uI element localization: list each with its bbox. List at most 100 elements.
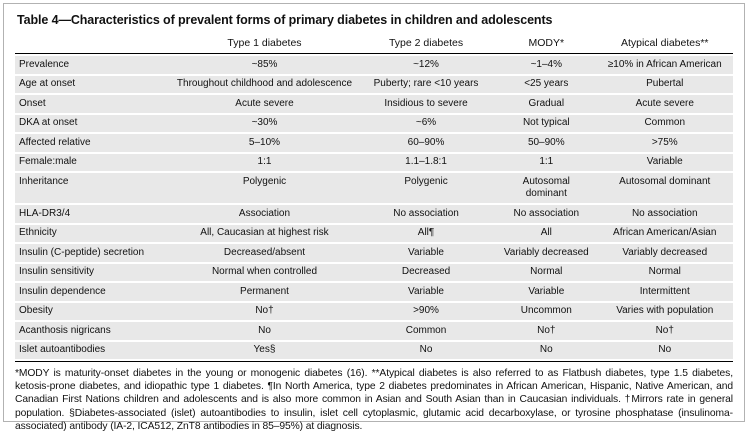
table-row: Onset Acute severe Insidious to severe Grad…	[15, 95, 733, 113]
header-rule	[15, 53, 733, 54]
table-cell: Common	[405, 324, 447, 336]
row-label: Insulin sensitivity	[19, 266, 95, 277]
table-cell: 1:1	[257, 156, 272, 167]
table-cell: No†	[537, 324, 556, 336]
table-cell: Normal	[530, 266, 563, 277]
table-cell: Not typical	[522, 117, 570, 128]
table-cell: Puberty; rare <10 years	[373, 78, 479, 89]
table-cell: Autosomal dominant	[619, 175, 711, 187]
table-cell: ~12%	[413, 58, 439, 70]
table-cell: No	[419, 344, 433, 355]
table-cell: Polygenic	[242, 175, 287, 187]
row-label: Affected relative	[19, 136, 91, 148]
table-cell: No	[258, 324, 271, 336]
header-cell: Type 2 diabetes	[388, 37, 464, 49]
table-cell: No association	[513, 207, 580, 219]
table-cell: ~1–4%	[530, 58, 562, 70]
row-label: Insulin dependence	[19, 285, 106, 297]
row-label: DKA at onset	[19, 117, 78, 128]
table-cell: 1.1–1.8:1	[405, 156, 447, 167]
table-cell: Pubertal	[646, 78, 684, 89]
table-footnote: *MODY is maturity-onset diabetes in the …	[15, 368, 733, 432]
row-label: Insulin (C-peptide) secretion	[19, 246, 145, 258]
table-row: Obesity No† >90% Uncommon Varies with popula…	[15, 302, 733, 320]
table-cell: Normal when controlled	[211, 266, 318, 277]
table-header-row: Type 1 diabetes Type 2 diabetes MODY* Atypi…	[15, 36, 733, 53]
table-cell: ~6%	[415, 117, 437, 128]
table-row: Insulin dependence Permanent Variable Varia…	[15, 283, 733, 301]
table-cell: All	[540, 227, 552, 238]
table-cell: Throughout childhood and adolescence	[176, 78, 353, 89]
header-cell-empty	[15, 36, 173, 41]
table-title: Table 4—Characteristics of prevalent for…	[17, 13, 553, 27]
row-label: Islet autoantibodies	[19, 344, 106, 355]
table-cell: 50–90%	[527, 136, 565, 148]
table-cell: 1:1	[539, 156, 554, 167]
header-cell: Type 1 diabetes	[227, 37, 302, 49]
table-cell: Variable	[408, 285, 444, 297]
table-row: Female:male 1:1 1.1–1.8:1 1:1 Variable	[15, 153, 733, 171]
table-figure: Table 4—Characteristics of prevalent for…	[3, 3, 745, 432]
row-label: Acanthosis nigricans	[19, 324, 111, 336]
header-cell: MODY*	[528, 37, 565, 49]
row-label: Prevalence	[19, 58, 70, 70]
table-cell: Decreased	[401, 266, 451, 277]
table-cell: Variable	[528, 285, 565, 297]
table-row: Prevalence ~85% ~12% ~1–4% ≥10% in African A…	[15, 56, 733, 74]
table-cell: Polygenic	[404, 175, 448, 187]
table-cell: Variably decreased	[503, 246, 589, 258]
table-cell: Variably decreased	[622, 246, 708, 258]
table-cell: Acute severe	[635, 97, 694, 109]
table-cell: No†	[655, 324, 674, 336]
table-row: Islet autoantibodies Yes§ No No No	[15, 341, 733, 359]
table-cell: Common	[644, 117, 686, 128]
table-row: Age at onset Throughout childhood and ado…	[15, 75, 733, 93]
table-cell: Varies with population	[616, 305, 714, 316]
row-label: Onset	[19, 97, 46, 109]
table-cell: Normal	[648, 266, 681, 277]
table-cell: 5–10%	[248, 136, 281, 148]
table-cell: No†	[255, 305, 274, 316]
table-cell: All¶	[417, 227, 435, 238]
table-row: Insulin (C-peptide) secretion Decreased/a…	[15, 244, 733, 262]
table-cell: ~85%	[251, 58, 278, 70]
table-cell: All, Caucasian at highest risk	[200, 227, 329, 238]
table-cell: Decreased/absent	[223, 246, 306, 258]
table-row: Insulin sensitivity Normal when controlle…	[15, 263, 733, 281]
table-cell: No	[658, 344, 672, 355]
table-row: Acanthosis nigricans No Common No† No†	[15, 322, 733, 340]
table-row: DKA at onset ~30% ~6% Not typical Common	[15, 114, 733, 132]
row-label: Female:male	[19, 156, 77, 167]
table-cell: Insidious to severe	[384, 97, 468, 109]
table-cell: <25 years	[524, 78, 569, 89]
table-row: Ethnicity All, Caucasian at highest risk A…	[15, 224, 733, 242]
table-body: Prevalence ~85% ~12% ~1–4% ≥10% in African A…	[15, 56, 733, 359]
table-cell: No association	[393, 207, 459, 219]
row-label: Age at onset	[19, 78, 76, 89]
table-cell: >90%	[413, 305, 439, 316]
table-cell: Yes§	[253, 344, 276, 355]
table-cell: ~30%	[251, 117, 278, 128]
table-cell: No	[539, 344, 553, 355]
table-cell: Intermittent	[639, 285, 690, 297]
table-cell: Autosomal dominant	[522, 175, 570, 200]
table-cell: African American/Asian	[613, 227, 717, 238]
table-cell: No association	[631, 207, 698, 219]
table-row: Inheritance Polygenic Polygenic Autosomal d…	[15, 173, 733, 203]
table-cell: 60–90%	[407, 136, 445, 148]
row-label: Inheritance	[19, 175, 69, 187]
table-cell: Association	[238, 207, 291, 219]
header-cell: Atypical diabetes**	[620, 37, 709, 49]
row-label: Ethnicity	[19, 227, 57, 238]
table-cell: >75%	[651, 136, 678, 148]
row-label: Obesity	[19, 305, 53, 316]
table-cell: ≥10% in African American	[607, 58, 722, 70]
table-cell: Uncommon	[520, 305, 572, 316]
footnote-rule	[15, 361, 733, 362]
row-label: HLA-DR3/4	[19, 207, 71, 219]
table-row: Affected relative 5–10% 60–90% 50–90% >75%	[15, 134, 733, 152]
table-row: HLA-DR3/4 Association No association No ass…	[15, 205, 733, 223]
table-cell: Variable	[646, 156, 683, 167]
table-cell: Variable	[408, 246, 444, 258]
table-cell: Gradual	[528, 97, 565, 109]
